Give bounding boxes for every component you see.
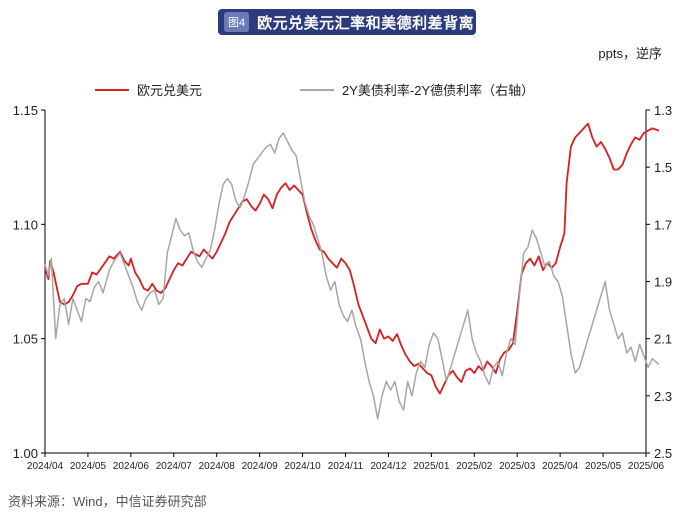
left-axis-tick-label: 1.10	[13, 217, 38, 232]
x-axis-tick-label: 2025/06	[628, 461, 665, 472]
x-axis-tick-label: 2024/09	[242, 461, 279, 472]
x-axis-tick-label: 2025/04	[542, 461, 579, 472]
x-axis-tick-label: 2025/01	[413, 461, 450, 472]
x-axis-tick-label: 2024/04	[27, 461, 64, 472]
right-axis-tick-label: 1.9	[654, 275, 672, 290]
x-axis-tick-label: 2025/05	[585, 461, 622, 472]
x-axis-tick-label: 2024/11	[328, 461, 364, 472]
x-axis-tick-label: 2025/02	[456, 461, 493, 472]
right-axis-tick-label: 1.5	[654, 160, 672, 175]
right-axis-tick-label: 1.3	[654, 103, 672, 118]
right-axis-tick-label: 2.3	[654, 389, 672, 404]
right-axis-tick-label: 2.1	[654, 332, 672, 347]
series-line-us-de-spread	[44, 132, 660, 420]
legend-item-spread: 2Y美债利率-2Y德债利率（右轴）	[300, 80, 534, 99]
right-axis-unit-label: ppts，逆序	[598, 46, 662, 61]
left-axis-tick-label: 1.00	[13, 446, 38, 461]
x-axis-tick-label: 2024/06	[113, 461, 150, 472]
legend-label-eur: 欧元兑美元	[137, 83, 203, 98]
left-axis-tick-label: 1.05	[13, 332, 38, 347]
legend-swatch-spread	[300, 88, 334, 91]
left-axis-tick-label: 1.15	[13, 103, 38, 118]
figure-title-bar: 图4 欧元兑美元汇率和美德利差背离	[218, 9, 476, 35]
x-axis-tick-label: 2024/05	[70, 461, 107, 472]
x-axis-tick-label: 2024/10	[284, 461, 321, 472]
legend-item-eur: 欧元兑美元	[95, 80, 202, 99]
right-axis-tick-label: 1.7	[654, 217, 672, 232]
right-axis-tick-label: 2.5	[654, 446, 672, 461]
x-axis-tick-label: 2024/12	[370, 461, 407, 472]
series-line-eur-usd	[44, 122, 660, 395]
figure-number-badge: 图4	[224, 12, 250, 32]
x-axis-tick-label: 2025/03	[499, 461, 536, 472]
source-note: 资料来源：Wind，中信证券研究部	[8, 494, 207, 509]
legend-label-spread: 2Y美债利率-2Y德债利率（右轴）	[342, 83, 535, 98]
x-axis-tick-label: 2024/08	[199, 461, 236, 472]
chart-title: 欧元兑美元汇率和美德利差背离	[257, 14, 475, 32]
legend-swatch-eur	[95, 88, 129, 91]
x-axis-tick-label: 2024/07	[156, 461, 193, 472]
